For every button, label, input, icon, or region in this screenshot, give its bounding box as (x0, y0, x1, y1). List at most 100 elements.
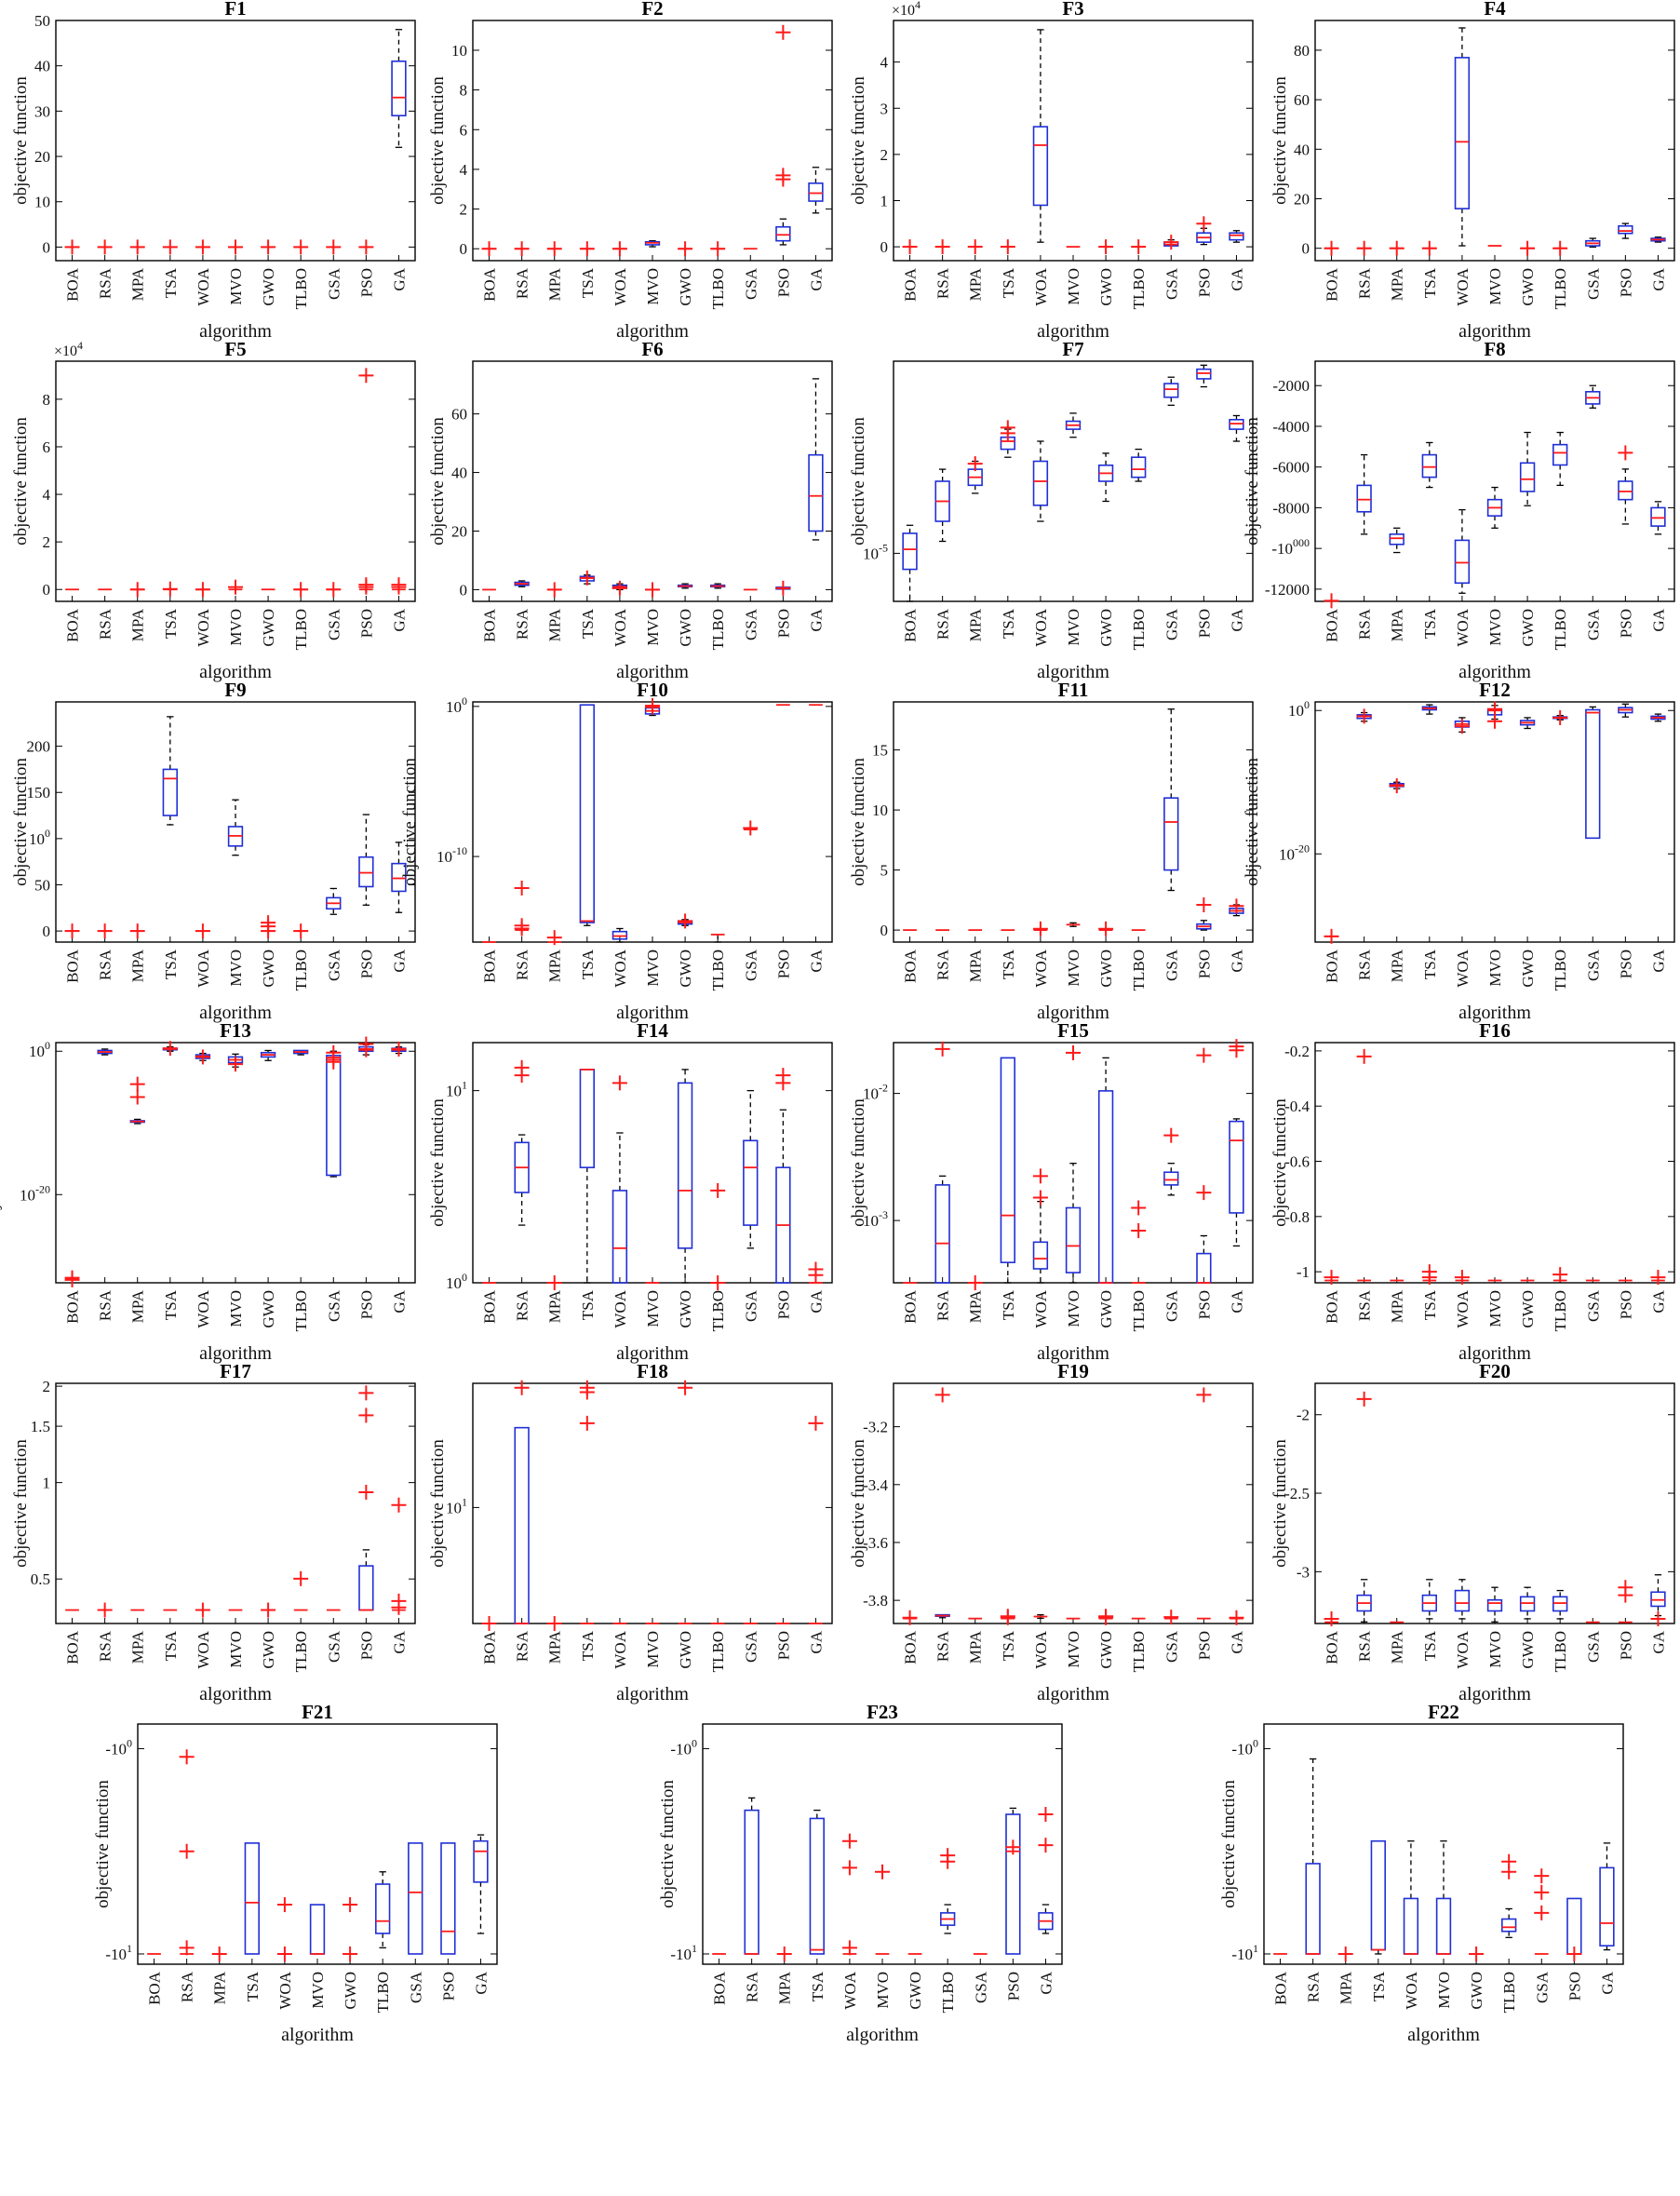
outlier-marker (293, 1570, 309, 1586)
y-tick-label: -3.4 (863, 1476, 888, 1494)
x-tick-label: RSA (744, 1971, 761, 2002)
box-gsa (1163, 376, 1179, 406)
x-tick-label: MPA (546, 1630, 564, 1664)
x-axis-label: algorithm (1458, 1003, 1531, 1023)
y-tick-label: 0 (43, 923, 51, 940)
x-tick-label: MVO (1065, 1631, 1082, 1668)
outlier-marker (902, 1610, 918, 1625)
box-woa (612, 927, 628, 943)
box-pso (1005, 1807, 1021, 1955)
box-tsa (1421, 704, 1437, 715)
x-tick-label: TSA (1000, 949, 1017, 979)
x-axis-label: algorithm (1458, 321, 1531, 342)
box-gwo (1097, 452, 1114, 503)
outlier-marker (1131, 239, 1147, 255)
x-axis-label: algorithm (616, 1343, 689, 1364)
outlier-marker (1534, 1884, 1550, 1900)
x-tick-label: PSO (774, 609, 792, 638)
plot-frame (55, 1042, 416, 1284)
box-iqr (1005, 1813, 1021, 1955)
x-tick-label: BOA (1272, 1971, 1290, 2005)
x-tick-label: TLBO (1552, 1290, 1569, 1331)
outlier-marker (129, 1076, 145, 1092)
panel-f20: F20 -3 -2.5 -2 BOA RSA MPA TSA WOA MVO GWO TLBO GSA P… (1270, 1360, 1675, 1704)
box-tlbo (375, 1871, 391, 1949)
y-tick-label: 60 (1294, 91, 1310, 109)
x-tick-label: GA (1228, 608, 1245, 631)
box-iqr (1454, 539, 1471, 585)
x-tick-label: GWO (677, 609, 694, 647)
outlier-marker (129, 582, 145, 598)
outlier-marker (1005, 1839, 1021, 1855)
x-tick-label: PSO (774, 268, 792, 297)
box-pso (1566, 1897, 1582, 1955)
x-tick-label: TLBO (1130, 609, 1148, 650)
box-iqr (1618, 480, 1633, 501)
box-iqr (473, 1839, 489, 1883)
outlier-marker (612, 241, 627, 257)
y-axis-label: objective function (11, 1439, 31, 1568)
outlier-marker (1618, 1587, 1633, 1603)
panel-f11: F11 0 5 10 15 BOA RSA MPA TSA WOA MVO GWO TLBO GSA PSO… (849, 679, 1254, 1023)
x-tick-label: TSA (1370, 1971, 1388, 2001)
box-tsa (244, 1842, 260, 1955)
y-axis-label: objective function (1270, 1439, 1290, 1568)
y-tick-label: -12000 (1265, 581, 1310, 599)
y-axis-label: objective function (849, 1098, 868, 1227)
outlier-marker (97, 1602, 113, 1618)
x-tick-label: GA (1649, 949, 1667, 972)
box-iqr (1229, 1120, 1244, 1214)
x-tick-label: MPA (546, 608, 564, 641)
panel-f14: F14 100 101 BOA RSA MPA TSA WOA MVO GWO TLBO GSA PSO… (428, 1019, 833, 1364)
outlier-marker (1324, 593, 1339, 609)
box-pso (1618, 703, 1633, 718)
x-tick-label: TSA (1000, 608, 1017, 639)
x-tick-label: GA (472, 1971, 490, 1994)
x-tick-label: GA (390, 1630, 408, 1653)
x-tick-label: TSA (1421, 1630, 1439, 1661)
outlier-marker (195, 239, 210, 255)
x-tick-label: WOA (1454, 949, 1472, 987)
x-tick-label: BOA (64, 608, 82, 642)
x-tick-label: TSA (809, 1971, 827, 2001)
y-tick-label: 4 (460, 161, 468, 179)
outlier-marker (1650, 1270, 1666, 1286)
y-tick-label: -10000 (1271, 536, 1310, 558)
outlier-marker (841, 1940, 857, 1956)
outlier-marker (841, 1833, 857, 1849)
outlier-marker (579, 1384, 595, 1400)
x-tick-label: GWO (677, 1290, 694, 1328)
x-tick-label: WOA (195, 1289, 212, 1327)
x-tick-label: MPA (967, 608, 985, 641)
outlier-marker (934, 1041, 950, 1057)
outlier-marker (1032, 921, 1048, 936)
x-tick-label: GSA (742, 1289, 759, 1322)
x-tick-label: WOA (1032, 1289, 1050, 1327)
x-axis-label: algorithm (616, 321, 689, 342)
x-tick-label: GSA (1163, 1630, 1180, 1663)
box-iqr (1435, 1897, 1452, 1955)
outlier-marker (808, 1415, 824, 1431)
box-iqr (1552, 443, 1568, 466)
x-tick-label: GWO (677, 950, 694, 988)
outlier-marker (612, 580, 627, 596)
outlier-marker (678, 913, 693, 929)
x-tick-label: RSA (514, 1630, 531, 1662)
plot-frame (55, 360, 416, 602)
x-tick-label: MPA (129, 608, 147, 641)
outlier-marker (228, 1057, 243, 1072)
x-tick-label: BOA (902, 1630, 920, 1664)
x-tick-label: GWO (1519, 950, 1537, 988)
outlier-marker (1163, 235, 1179, 250)
x-tick-label: GWO (260, 1290, 277, 1328)
box-woa (1032, 440, 1049, 522)
x-tick-label: RSA (934, 1630, 952, 1662)
x-tick-label: MVO (1435, 1972, 1453, 2009)
axis-exponent: ×104 (54, 339, 83, 359)
outlier-marker (1650, 1610, 1666, 1626)
y-axis-label: objective function (93, 1780, 113, 1908)
box-mvo (227, 799, 244, 856)
box-ga (1038, 1904, 1054, 1934)
box-iqr (934, 1184, 950, 1284)
outlier-marker (743, 820, 759, 836)
